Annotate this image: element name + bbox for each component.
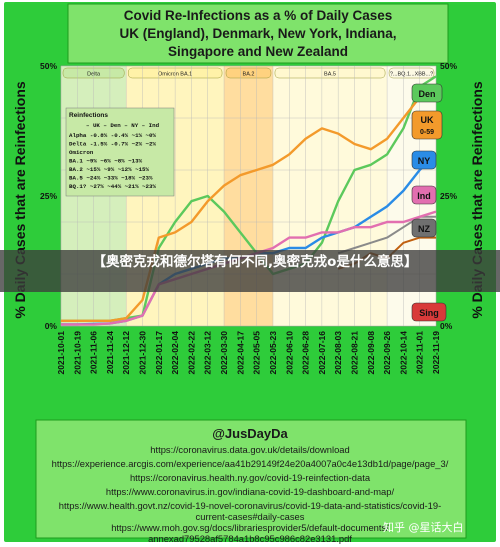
reinfections-table-row: BA.2 ~15% ~9% ~12% ~15% bbox=[69, 166, 150, 173]
x-tick-label: 2022-02-22 bbox=[186, 331, 196, 375]
watermark-text: 知乎 @星话大白 bbox=[383, 521, 464, 534]
variant-band-label-box bbox=[274, 67, 386, 79]
x-tick-label: 2022-02-04 bbox=[170, 331, 180, 375]
title-line-3: Singapore and New Zealand bbox=[168, 44, 348, 59]
x-tick-label: 2022-01-17 bbox=[154, 331, 164, 375]
x-tick-label: 2022-03-12 bbox=[203, 331, 213, 375]
series-callout-label: NZ bbox=[418, 224, 430, 234]
reinfections-table-row: Delta -1.5% -0.7% ~2% ~2% bbox=[69, 141, 156, 148]
source-url[interactable]: https://coronavirus.health.ny.gov/covid-… bbox=[129, 472, 371, 483]
series-callout-box bbox=[411, 185, 437, 205]
series-callout-label: Ind bbox=[417, 191, 431, 201]
title-line-2: UK (England), Denmark, New York, Indiana… bbox=[119, 26, 396, 41]
series-callout-box bbox=[411, 110, 443, 140]
series-callout-label: NY bbox=[418, 156, 431, 166]
x-tick-label: 2022-06-28 bbox=[301, 331, 311, 375]
source-url[interactable]: https://coronavirus.data.gov.uk/details/… bbox=[150, 444, 350, 455]
source-url[interactable]: annexad79528af5784a1b8c95c986c82e3131.pd… bbox=[148, 533, 352, 544]
x-tick-label: 2021-11-06 bbox=[89, 331, 99, 374]
reinfections-table-row: BQ.1? ~27% ~44% ~21% ~23% bbox=[69, 183, 156, 190]
series-callout-box bbox=[411, 302, 447, 322]
x-tick-label: 2022-06-10 bbox=[284, 331, 294, 375]
series-callout-label: UK bbox=[421, 115, 434, 125]
x-tick-label: 2022-09-08 bbox=[366, 331, 376, 375]
x-tick-label: 2022-03-30 bbox=[219, 331, 229, 375]
y-tick-label-left: 50% bbox=[40, 61, 57, 71]
x-tick-label: 2022-11-01 bbox=[415, 331, 425, 374]
x-tick-label: 2022-04-17 bbox=[235, 331, 245, 375]
series-callout-label: Den bbox=[418, 89, 435, 99]
x-tick-label: 2021-11-24 bbox=[105, 331, 115, 374]
x-tick-label: 2022-07-16 bbox=[317, 331, 327, 375]
variant-band-label-box bbox=[388, 67, 435, 79]
source-url[interactable]: https://www.coronavirus.in.gov/indiana-c… bbox=[105, 486, 395, 497]
reinfections-table-header: – UK – Den – NY – Ind bbox=[86, 122, 160, 129]
y-tick-label-right: 25% bbox=[440, 191, 457, 201]
source-url[interactable]: current-cases#daily-cases bbox=[195, 511, 305, 522]
series-line bbox=[61, 85, 437, 322]
x-tick-label: 2022-11-19 bbox=[431, 331, 441, 374]
variant-band-label: ?...BQ.1...XBB...? bbox=[390, 72, 433, 78]
reinfections-table-row: BA.5 ~24% ~33% ~18% ~23% bbox=[69, 175, 153, 182]
y-tick-label-right: 50% bbox=[440, 61, 457, 71]
title-box: Covid Re-Infections as a % of Daily Case… bbox=[67, 3, 449, 64]
x-tick-label: 2021-10-01 bbox=[56, 331, 66, 375]
x-tick-label: 2022-08-03 bbox=[333, 331, 343, 375]
y-tick-label-left: 25% bbox=[40, 191, 57, 201]
y-tick-label-right: 0% bbox=[440, 321, 453, 331]
x-tick-label: 2022-09-26 bbox=[382, 331, 392, 375]
source-url[interactable]: https://www.health.govt.nz/covid-19-nove… bbox=[58, 500, 442, 511]
x-tick-label: 2021-12-30 bbox=[138, 331, 148, 375]
y-tick-label-left: 0% bbox=[45, 321, 58, 331]
overlay-banner-text: 【奥密克戎和德尔塔有何不同,奥密克戎o是什么意思】 bbox=[92, 254, 418, 270]
reinfections-table-title: Reinfections bbox=[69, 112, 108, 119]
series-callout-box bbox=[411, 218, 437, 238]
x-tick-label: 2022-05-05 bbox=[252, 331, 262, 375]
x-tick-label: 2021-10-19 bbox=[72, 331, 82, 375]
sources-box bbox=[35, 419, 467, 539]
series-callout-box bbox=[411, 83, 443, 103]
reinfections-table-box bbox=[65, 107, 175, 197]
x-tick-label: 2021-12-12 bbox=[121, 331, 131, 375]
overlay-banner: 【奥密克戎和德尔塔有何不同,奥密克戎o是什么意思】 bbox=[0, 250, 500, 292]
reinfections-table-row: Omicron bbox=[69, 149, 94, 156]
reinfections-table-row: BA.1 ~9% ~6% ~8% ~13% bbox=[69, 158, 143, 165]
x-tick-label: 2022-08-21 bbox=[349, 331, 359, 375]
x-tick-label: 2022-10-14 bbox=[398, 331, 408, 375]
sources-handle: @JusDayDa bbox=[212, 426, 288, 441]
series-callout-label: Sing bbox=[419, 308, 439, 318]
variant-band-label-box bbox=[225, 67, 272, 79]
source-url[interactable]: https://www.moh.gov.sg/docs/librariespro… bbox=[111, 522, 389, 533]
variant-band-label: Delta bbox=[87, 72, 101, 78]
reinfections-table-row: Alpha -0.8% -0.4% ~1% ~0% bbox=[69, 132, 156, 139]
source-url[interactable]: https://experience.arcgis.com/experience… bbox=[51, 458, 449, 469]
series-callout-sub: 0-59 bbox=[420, 129, 434, 136]
variant-band-label: BA.5 bbox=[324, 72, 336, 78]
series-callout-box bbox=[411, 150, 437, 170]
x-tick-label: 2022-05-23 bbox=[268, 331, 278, 375]
title-line-1: Covid Re-Infections as a % of Daily Case… bbox=[124, 8, 393, 23]
variant-band-label: BA.2 bbox=[243, 72, 255, 78]
